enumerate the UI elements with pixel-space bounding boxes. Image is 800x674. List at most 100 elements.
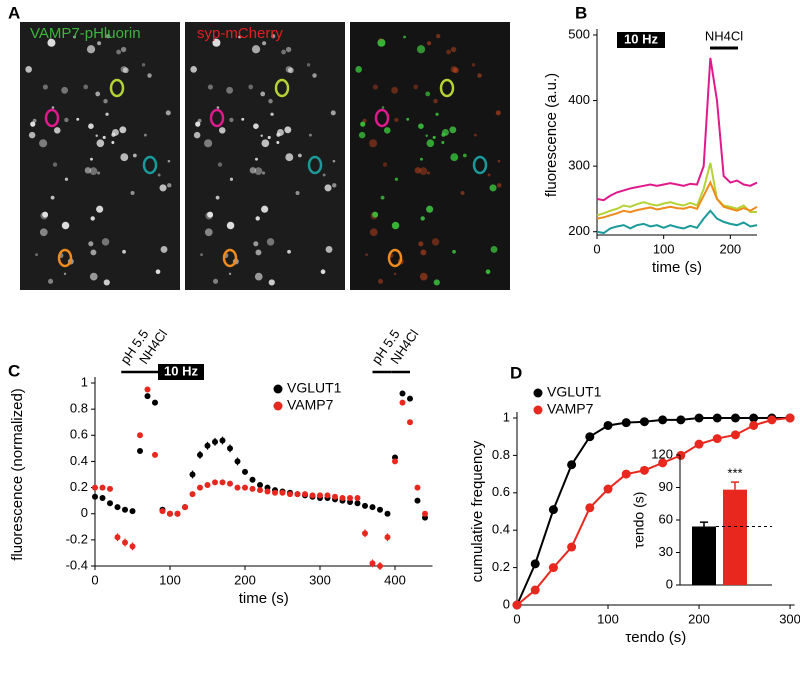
point <box>339 495 346 502</box>
puncta <box>320 269 326 275</box>
puncta <box>325 245 333 253</box>
point <box>676 415 686 425</box>
x-tick-label: 200 <box>719 241 741 256</box>
y-tick-label: 0.2 <box>70 479 88 494</box>
puncta <box>432 135 436 140</box>
puncta <box>47 38 56 47</box>
legend-marker <box>273 401 283 411</box>
x-axis-label: τendo (s) <box>625 629 686 646</box>
puncta <box>497 183 502 188</box>
puncta <box>394 177 399 181</box>
point <box>197 484 203 491</box>
y-tick-label: 30 <box>659 544 673 559</box>
puncta <box>285 153 294 162</box>
y-tick-label: 0.6 <box>492 484 510 499</box>
puncta <box>380 195 385 200</box>
point <box>676 450 686 460</box>
point <box>354 500 361 507</box>
puncta <box>132 153 137 158</box>
puncta <box>48 278 54 284</box>
puncta <box>120 153 129 162</box>
point <box>114 534 121 541</box>
point <box>362 530 368 537</box>
point <box>785 413 795 423</box>
legend-marker <box>533 405 543 415</box>
puncta <box>489 184 497 192</box>
puncta <box>332 183 337 188</box>
point <box>272 489 278 496</box>
point <box>414 497 421 504</box>
puncta <box>83 84 89 90</box>
puncta <box>391 86 399 94</box>
point <box>137 432 143 439</box>
puncta <box>276 128 284 136</box>
puncta <box>238 35 241 39</box>
point <box>362 502 368 509</box>
puncta <box>106 33 111 39</box>
puncta <box>260 134 263 137</box>
puncta <box>120 46 127 53</box>
point <box>369 560 376 567</box>
point <box>129 508 136 515</box>
puncta <box>416 45 426 54</box>
puncta <box>418 123 424 130</box>
puncta <box>39 228 48 237</box>
puncta <box>190 66 197 73</box>
puncta <box>360 121 366 127</box>
puncta <box>165 110 171 116</box>
puncta <box>450 153 459 162</box>
point <box>204 481 211 488</box>
puncta <box>332 159 336 163</box>
point <box>219 437 226 444</box>
point <box>249 485 256 492</box>
x-tick-label: 200 <box>688 611 710 626</box>
roi-circle <box>472 155 488 175</box>
puncta <box>111 128 119 136</box>
puncta <box>487 173 491 177</box>
roi-circle <box>439 78 455 98</box>
puncta <box>450 46 457 53</box>
puncta <box>207 211 214 218</box>
point <box>749 420 759 430</box>
puncta <box>90 216 95 221</box>
bar <box>692 526 716 585</box>
y-tick-label: 1 <box>81 374 88 389</box>
point <box>407 419 413 426</box>
puncta <box>253 241 259 247</box>
puncta <box>25 66 32 73</box>
legend-marker <box>273 384 283 394</box>
point <box>257 487 263 494</box>
puncta <box>435 112 439 116</box>
puncta <box>365 253 369 257</box>
annotation: 10 Hz <box>624 31 658 46</box>
puncta <box>391 221 400 230</box>
puncta <box>426 139 435 148</box>
point <box>694 439 704 449</box>
puncta <box>88 241 94 247</box>
puncta <box>226 221 235 230</box>
x-tick-label: 400 <box>384 572 406 587</box>
puncta <box>425 134 428 137</box>
puncta <box>39 139 48 148</box>
roi-circle <box>109 78 125 98</box>
puncta <box>97 171 101 175</box>
puncta <box>54 127 61 134</box>
puncta <box>51 106 55 109</box>
puncta <box>281 49 287 55</box>
puncta <box>452 67 459 74</box>
point <box>767 415 777 425</box>
puncta <box>297 153 302 158</box>
puncta <box>193 131 201 139</box>
series-line <box>596 209 758 235</box>
point <box>399 390 406 397</box>
point <box>279 489 286 496</box>
x-tick-label: 200 <box>234 572 256 587</box>
puncta <box>216 106 220 109</box>
image-merge <box>350 22 510 290</box>
point <box>392 458 398 465</box>
point <box>189 471 196 478</box>
puncta <box>377 38 386 47</box>
y-tick-label: 0.4 <box>70 453 88 468</box>
y-tick-label: 0.8 <box>492 447 510 462</box>
y-tick-label: 0 <box>503 596 510 611</box>
